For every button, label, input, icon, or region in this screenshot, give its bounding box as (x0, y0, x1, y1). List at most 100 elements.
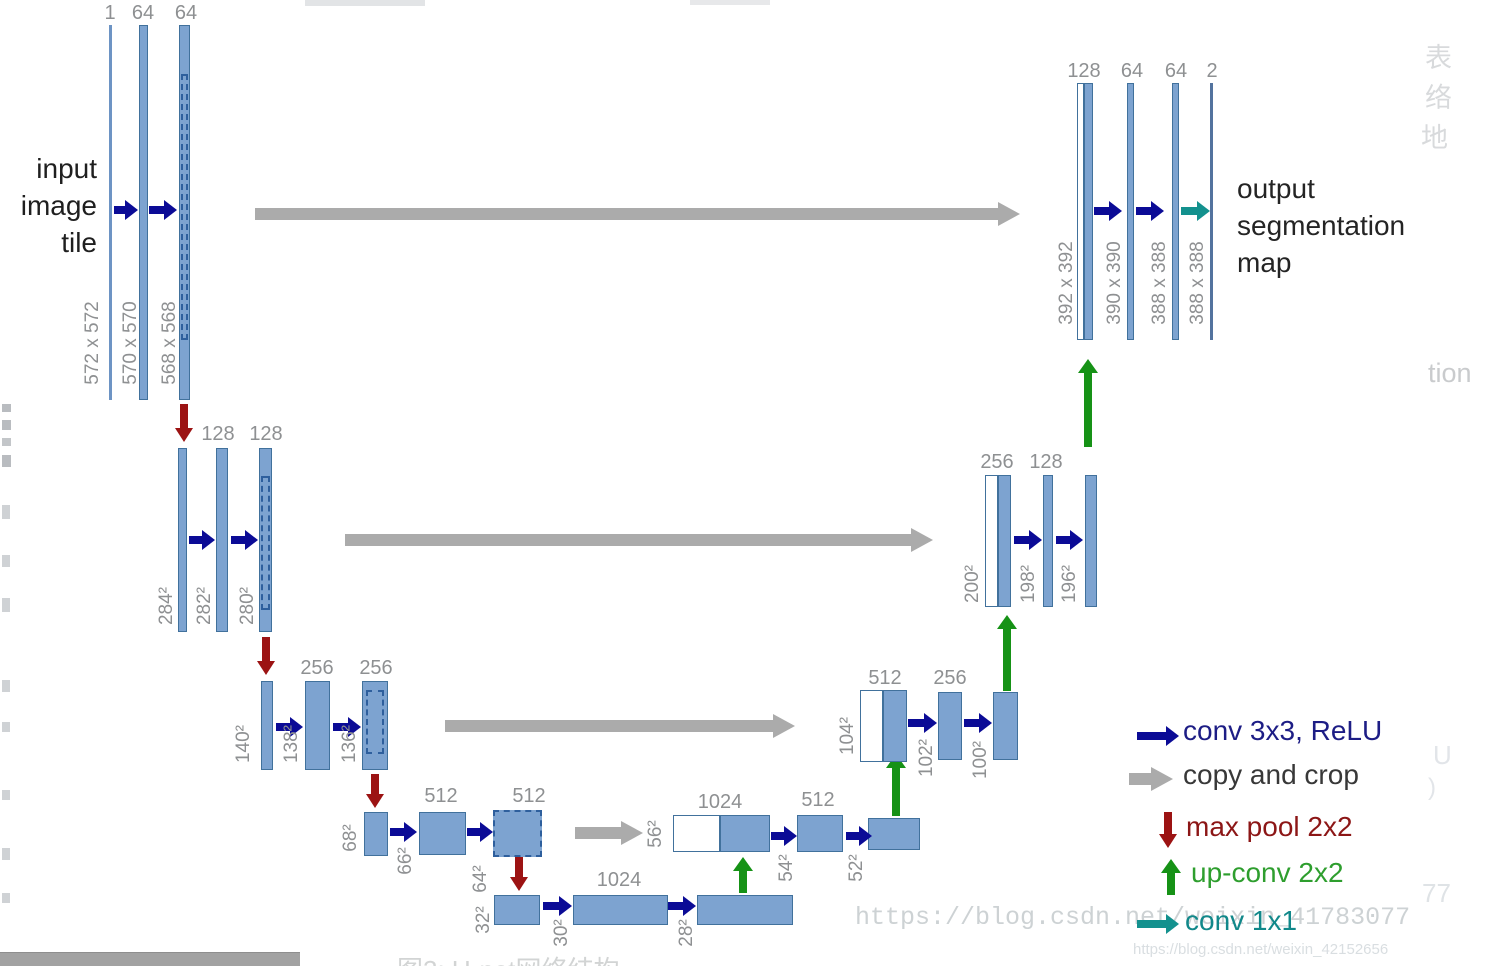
size-label: 198² (1018, 564, 1039, 604)
conv-arrow (333, 717, 361, 737)
size-label: 52² (846, 854, 867, 882)
conv-1x1-arrow (1181, 201, 1210, 221)
output-label-line: segmentation (1237, 210, 1406, 241)
background-text-fragment: 77 (1422, 878, 1451, 908)
size-label: 140² (233, 724, 254, 764)
background-text-fragment: 地 (1421, 123, 1448, 153)
size-label: 570 x 570 (120, 301, 141, 385)
channel-label: 64 (174, 2, 198, 24)
channel-label: 1 (104, 2, 116, 24)
size-label: 568 x 568 (159, 301, 180, 385)
legend-maxpool-label: max pool 2x2 (1186, 811, 1353, 842)
dec3-feature-bar-0 (883, 690, 907, 762)
legend-conv3x3-label: conv 3x3, ReLU (1183, 715, 1383, 746)
size-label: 572 x 572 (82, 301, 103, 385)
dec4-feature-bar-0 (720, 815, 770, 852)
conv-arrow (390, 822, 417, 842)
conv-arrow (668, 896, 696, 916)
enc4-crop-block (493, 810, 542, 857)
background-fragment (2, 848, 10, 860)
enc1-feature-bar-1 (139, 25, 148, 400)
conv-arrow (771, 826, 797, 846)
copy-arrow (345, 528, 933, 552)
conv-arrow (1014, 530, 1042, 550)
background-text-fragment: U (1433, 740, 1452, 770)
channel-label: 128 (201, 423, 235, 445)
max-pool-arrow (366, 774, 384, 808)
up-conv-arrow (1078, 359, 1098, 447)
background-fragment (2, 438, 11, 446)
size-label: 56² (645, 820, 666, 848)
bottleneck-bar-0 (494, 895, 540, 925)
conv-arrow (231, 530, 258, 550)
dec4-copied-bar (673, 815, 720, 852)
out-copied-bar (1077, 83, 1084, 340)
size-label: 280² (237, 586, 258, 626)
conv-arrow (1056, 530, 1083, 550)
bottleneck-bar-2 (697, 895, 793, 925)
background-fragment (2, 790, 10, 800)
out-feature-bar-1 (1127, 83, 1134, 340)
channel-label: 256 (980, 451, 1014, 473)
channel-label: 256 (300, 657, 334, 679)
channel-label: 64 (1120, 60, 1144, 82)
channel-label: 512 (424, 785, 458, 807)
legend-conv1x1-label: conv 1x1 (1185, 905, 1298, 936)
channel-label: 512 (801, 789, 835, 811)
dec2-copied-bar (985, 475, 998, 607)
input-label-line: input (36, 153, 97, 184)
size-label: 200² (962, 564, 983, 604)
dec4-feature-bar-2 (868, 818, 920, 850)
background-fragment (2, 893, 10, 903)
bottleneck-bar-1 (573, 895, 668, 925)
conv-arrow-legend-icon (1137, 726, 1179, 748)
enc1-input-line (109, 25, 112, 400)
background-window-bar (0, 952, 300, 966)
size-label: 284² (156, 586, 177, 626)
enc3-feature-bar-0 (261, 681, 273, 770)
background-text-fragment: 络 (1425, 83, 1452, 113)
out-segmentation-line (1210, 83, 1213, 340)
background-fragment (2, 404, 11, 412)
copy-arrow (575, 821, 643, 845)
output-label-line: map (1237, 247, 1292, 278)
conv-arrow (467, 822, 493, 842)
conv-arrow (964, 713, 992, 733)
out-feature-bar-0 (1084, 83, 1093, 340)
background-fragment (2, 680, 10, 692)
background-fragment (2, 722, 10, 732)
channel-label: 1024 (596, 869, 642, 891)
legend-upconv-label: up-conv 2x2 (1191, 857, 1344, 888)
conv-arrow (543, 896, 572, 916)
watermark-large: https://blog.csdn.net/weixin_41783077 (855, 903, 1411, 932)
background-text-fragment: tion (1428, 358, 1472, 388)
dec4-feature-bar-1 (797, 815, 843, 852)
size-label: 66² (395, 847, 416, 875)
channel-label: 128 (1029, 451, 1063, 473)
conv-arrow (1094, 201, 1122, 221)
enc2-feature-bar-0 (178, 448, 187, 632)
background-text-fragment: ) (1428, 774, 1436, 801)
background-fragment (2, 505, 10, 519)
size-label: 68² (340, 824, 361, 852)
up-conv-arrow (886, 754, 906, 816)
channel-label: 512 (868, 667, 902, 689)
channel-label: 2 (1206, 60, 1218, 82)
background-fragment (690, 0, 770, 5)
dec3-feature-bar-1 (938, 692, 962, 760)
dec2-feature-bar-0 (998, 475, 1011, 607)
up-conv-legend-icon (1161, 859, 1181, 895)
max-pool-legend-icon (1159, 812, 1177, 848)
size-label: 32² (473, 906, 494, 934)
channel-label: 512 (512, 785, 546, 807)
conv-arrow (846, 826, 872, 846)
conv-arrow (114, 200, 138, 220)
enc1-feature-bar-2 (179, 25, 190, 400)
conv-arrow (189, 530, 215, 550)
background-fragment (2, 598, 10, 612)
size-label: 196² (1059, 564, 1080, 604)
enc4-feature-bar-1 (419, 812, 466, 855)
output-label-line: output (1237, 173, 1315, 204)
size-label: 102² (916, 738, 937, 778)
